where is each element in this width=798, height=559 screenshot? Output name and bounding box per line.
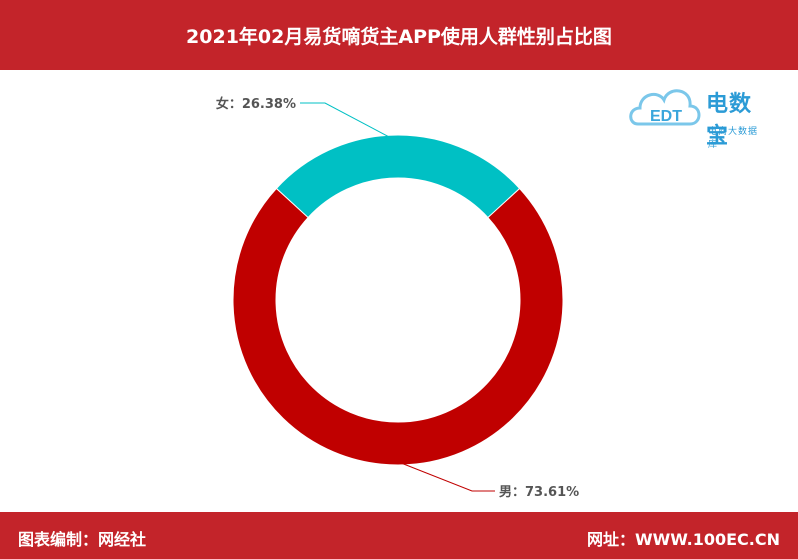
donut-slice-male (232, 187, 564, 466)
chart-title: 2021年02月易货嘀货主APP使用人群性别占比图 (186, 25, 612, 48)
cloud-logo-icon: EDT (629, 89, 701, 126)
edt-logo: EDT 电数宝 电商大数据库 (626, 74, 766, 150)
leader-line-female (300, 102, 394, 140)
footer-website: 网址：WWW.100EC.CN (586, 530, 780, 549)
slice-labels: 女：26.38% 男：73.61% (216, 96, 579, 500)
footer-source: 图表编制：网经社 (18, 530, 147, 549)
leader-lines (300, 102, 495, 492)
donut-slice-female (275, 134, 521, 219)
logo-main-text: 电数宝 (706, 92, 753, 149)
footer-bar: 图表编制：网经社 网址：WWW.100EC.CN (0, 512, 798, 559)
slice-label-male: 男：73.61% (499, 485, 579, 500)
chart-title-bar: 2021年02月易货嘀货主APP使用人群性别占比图 (0, 0, 798, 70)
donut-chart: 女：26.38% 男：73.61% (216, 96, 579, 500)
logo-badge: EDT (650, 108, 682, 125)
donut-slices (232, 134, 564, 466)
logo-sub-text: 电商大数据库 (708, 127, 759, 150)
leader-line-male (395, 460, 495, 492)
slice-label-female: 女：26.38% (216, 96, 296, 112)
